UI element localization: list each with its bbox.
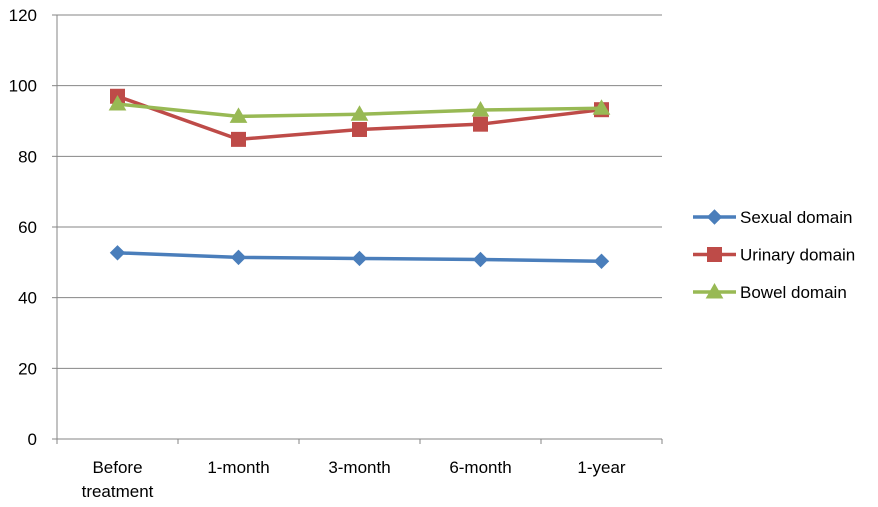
data-point: [352, 121, 367, 137]
y-tick-label: 60: [18, 218, 37, 237]
data-point: [229, 107, 248, 123]
legend-entry: Bowel domain: [693, 282, 847, 302]
legend-label: Sexual domain: [740, 208, 852, 227]
data-point: [108, 95, 127, 111]
data-point: [231, 131, 246, 147]
x-tick-label: 6-month: [449, 458, 511, 477]
y-tick-label: 120: [9, 6, 37, 25]
legend-label: Urinary domain: [740, 246, 855, 265]
data-point: [230, 249, 247, 266]
x-tick-label: 3-month: [328, 458, 390, 477]
series-sexual-domain: [109, 245, 610, 269]
gridlines: [57, 14, 662, 369]
x-tick-label: Before treatment: [82, 458, 154, 501]
x-tick-label: 1-month: [207, 458, 269, 477]
data-point: [473, 116, 488, 132]
data-point: [351, 250, 368, 267]
y-tick-label: 100: [9, 77, 37, 96]
data-point: [109, 245, 126, 261]
legend-swatch-marker: [706, 209, 723, 225]
data-point: [350, 105, 369, 121]
data-point: [471, 101, 490, 117]
legend-label: Bowel domain: [740, 283, 847, 302]
axes: [52, 14, 663, 444]
series-layer: [108, 88, 611, 269]
y-tick-label: 80: [18, 147, 37, 166]
tick-labels: 0 20 40 60 80 100 120 Before treatment 1-month 3-m…: [9, 6, 626, 501]
data-point: [592, 99, 611, 115]
y-tick-label: 0: [28, 430, 37, 449]
legend-entry: Sexual domain: [693, 208, 852, 227]
legend-swatch-marker: [705, 282, 724, 299]
legend: Sexual domain Urinary domain Bowel domain: [693, 208, 855, 302]
y-tick-label: 20: [18, 359, 37, 378]
legend-swatch-marker: [707, 247, 722, 262]
series-bowel-domain: [108, 95, 611, 123]
data-point: [472, 251, 489, 268]
x-tick-label: 1-year: [577, 458, 626, 477]
y-tick-label: 40: [18, 289, 37, 308]
data-point: [593, 253, 610, 269]
legend-entry: Urinary domain: [693, 246, 855, 265]
